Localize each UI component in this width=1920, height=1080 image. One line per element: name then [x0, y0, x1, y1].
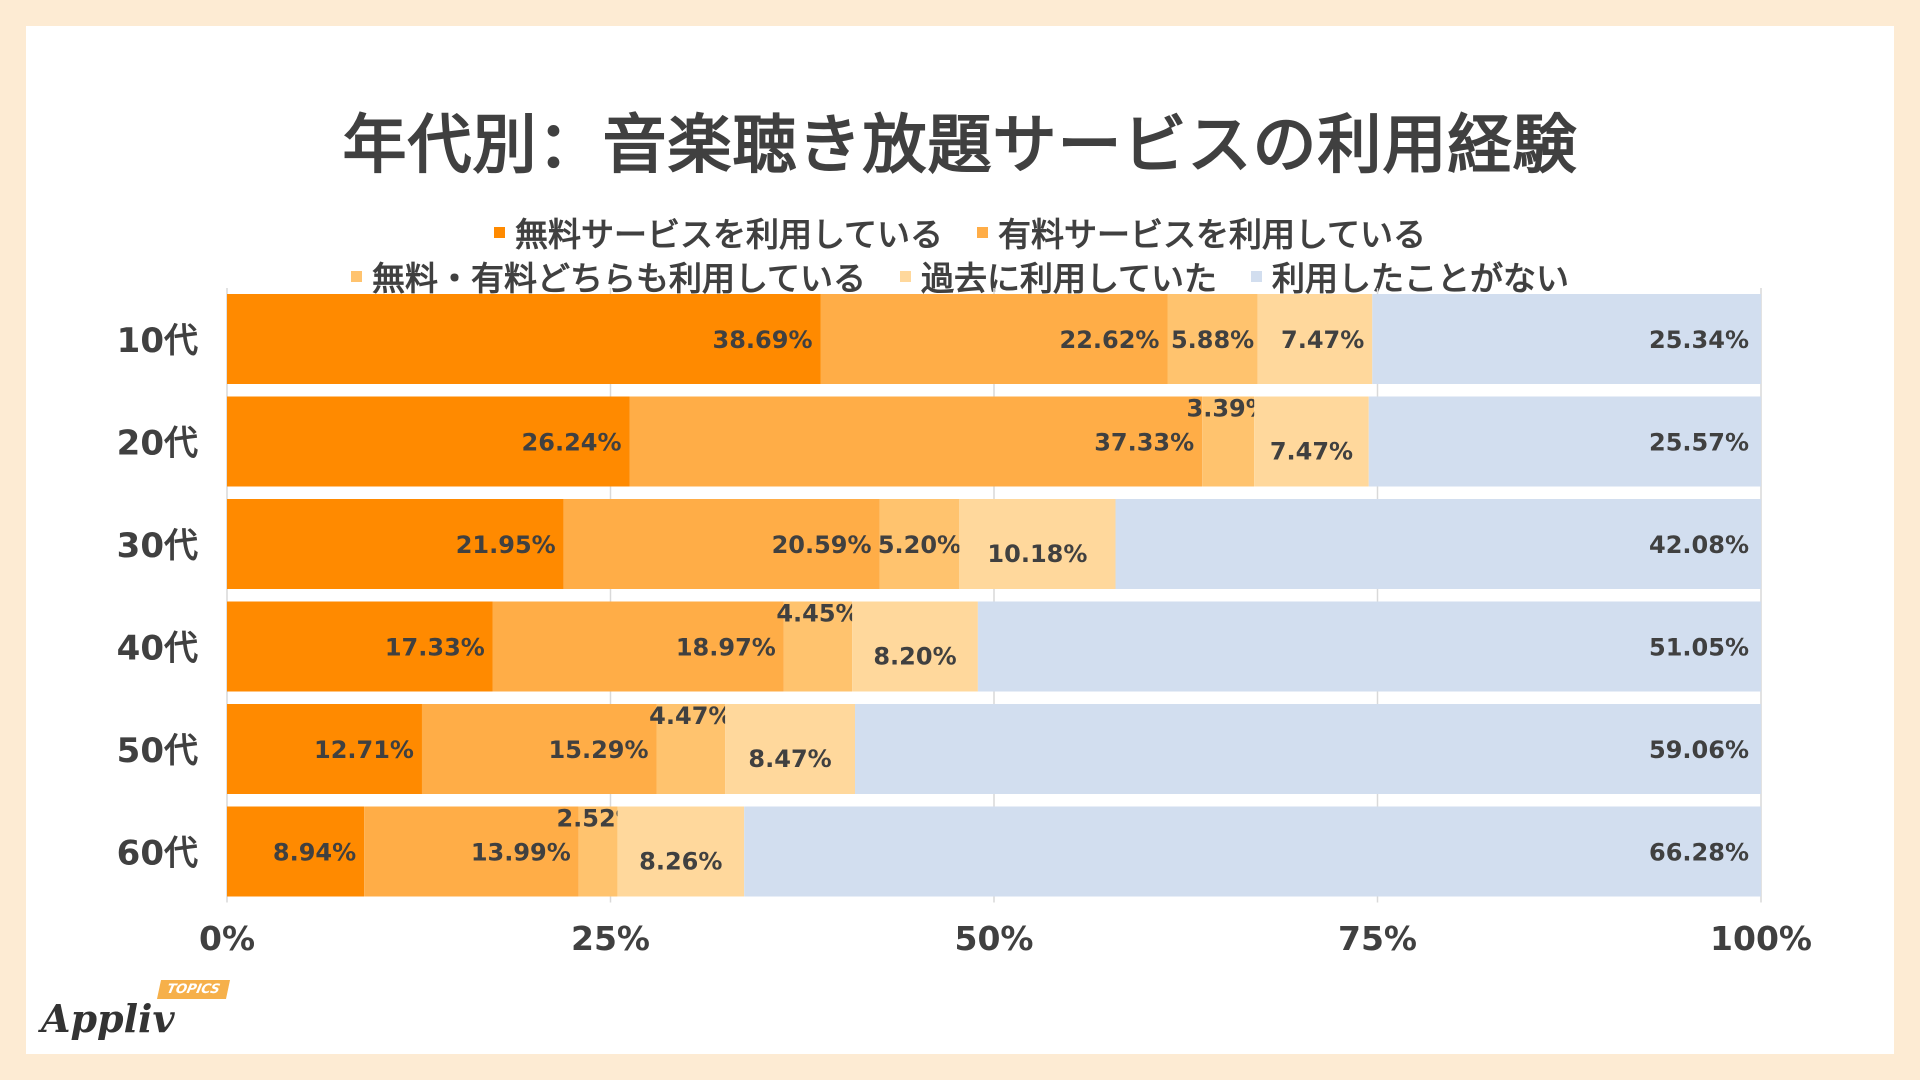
data-label: 8.20% [873, 643, 956, 671]
x-tick-label: 0% [199, 919, 255, 958]
bar-segment [1254, 396, 1369, 487]
category-label: 60代 [117, 834, 198, 874]
data-label: 5.20% [878, 531, 961, 559]
legend-row-1: 無料サービスを利用している 有料サービスを利用している [26, 208, 1894, 256]
legend-label-never: 利用したことがない [1272, 259, 1570, 298]
bar-segment [563, 499, 880, 589]
bar-segment [855, 704, 1761, 794]
legend-item-never: 利用したことがない [1251, 252, 1569, 300]
category-label: 20代 [117, 424, 198, 464]
bar-segment [227, 396, 630, 487]
data-label: 5.88% [1171, 326, 1254, 354]
data-label: 21.95% [456, 531, 556, 559]
data-label: 8.47% [748, 745, 831, 773]
chart-title: 年代別：音楽聴き放題サービスの利用経験 [342, 109, 1578, 183]
legend-label-paid: 有料サービスを利用している [998, 215, 1427, 254]
x-tick-label: 75% [1338, 919, 1417, 958]
bar-segment [820, 294, 1168, 384]
data-label: 8.94% [273, 839, 356, 867]
bar-segment [959, 499, 1116, 589]
bar-segment [656, 704, 726, 794]
legend-swatch-past [900, 270, 911, 282]
x-tick-label: 100% [1710, 919, 1812, 958]
legend-label-free: 無料サービスを利用している [514, 215, 943, 254]
bar-segment [744, 806, 1761, 897]
bar-segment [1368, 396, 1761, 487]
bar-segment [1257, 294, 1373, 384]
bar-segment [227, 601, 493, 692]
appliv-topics-logo: Appliv TOPICS [41, 966, 241, 1056]
logo-word: Appliv [41, 996, 175, 1041]
legend-label-past: 過去に利用していた [921, 259, 1218, 298]
category-label: 40代 [117, 629, 198, 669]
logo-badge: TOPICS [156, 980, 230, 999]
bar-segment [783, 601, 853, 692]
bar-segment [227, 294, 821, 384]
bar-segment [227, 806, 365, 897]
data-label: 12.71% [314, 736, 414, 764]
data-label: 4.47% [649, 702, 732, 730]
legend-swatch-paid [977, 226, 988, 238]
bar-segment [977, 601, 1761, 692]
chart-card: 年代別：音楽聴き放題サービスの利用経験 無料サービスを利用している 有料サービス… [26, 26, 1894, 1054]
data-label: 13.99% [471, 839, 571, 867]
legend-swatch-free [493, 226, 505, 238]
bar-segment [629, 396, 1203, 487]
data-label: 25.34% [1649, 326, 1749, 354]
data-label: 26.24% [522, 429, 622, 457]
data-label: 37.33% [1094, 429, 1194, 457]
data-label: 17.33% [385, 634, 485, 662]
bar-segment [578, 806, 618, 897]
x-tick-label: 50% [955, 919, 1034, 958]
data-label: 38.69% [713, 326, 813, 354]
legend-label-both: 無料・有料どちらも利用している [371, 259, 866, 298]
data-label: 20.59% [772, 531, 872, 559]
data-label: 22.62% [1060, 326, 1160, 354]
bar-segment [1167, 294, 1258, 384]
bar-segment [1372, 294, 1761, 384]
bar-segment [364, 806, 579, 897]
category-label: 30代 [117, 526, 198, 566]
data-label: 7.47% [1270, 438, 1353, 466]
data-label: 42.08% [1649, 531, 1749, 559]
data-label: 51.05% [1649, 634, 1749, 662]
legend-item-paid: 有料サービスを利用している [977, 208, 1426, 256]
data-label: 15.29% [549, 736, 649, 764]
data-label: 59.06% [1649, 736, 1749, 764]
bar-segment [852, 601, 978, 692]
legend-row-2: 無料・有料どちらも利用している 過去に利用していた 利用したことがない [26, 252, 1894, 300]
data-label: 7.47% [1281, 326, 1364, 354]
legend-item-past: 過去に利用していた [900, 252, 1217, 300]
bar-segment [227, 704, 422, 794]
bar-segment [227, 499, 564, 589]
category-label: 10代 [117, 321, 198, 361]
bar-segment [879, 499, 960, 589]
data-label: 8.26% [639, 848, 722, 876]
category-label: 50代 [117, 731, 198, 771]
bar-segment [725, 704, 856, 794]
bar-segment [421, 704, 657, 794]
data-label: 4.45% [776, 600, 859, 628]
stacked-bar-chart: 0% 25% 50% 75% 100% 10代 38.69% 22.62% 5.88% 7.47%… [117, 288, 1812, 958]
data-label: 10.18% [987, 540, 1087, 568]
bar-segment [492, 601, 784, 692]
legend-swatch-both [350, 270, 362, 282]
x-tick-label: 25% [571, 919, 650, 958]
legend-item-both: 無料・有料どちらも利用している [350, 252, 866, 300]
bar-segment [1115, 499, 1761, 589]
data-label: 66.28% [1649, 839, 1749, 867]
data-label: 25.57% [1649, 429, 1749, 457]
bar-segment [1202, 396, 1255, 487]
legend-item-free: 無料サービスを利用している [493, 208, 943, 256]
legend-swatch-never [1251, 270, 1263, 282]
bar-segment [617, 806, 745, 897]
data-label: 18.97% [676, 634, 776, 662]
